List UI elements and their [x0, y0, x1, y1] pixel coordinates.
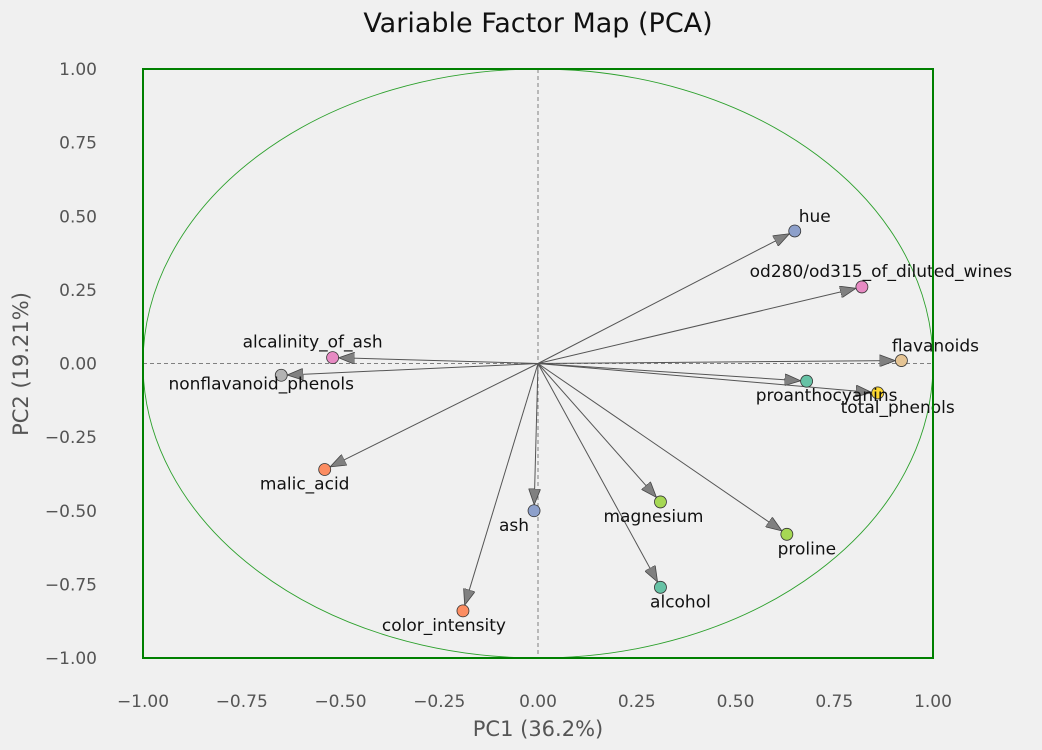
y-axis-ticks: 1.00 0.75 0.50 0.25 0.00 −0.25 −0.50 −0.75 −1.00 — [45, 60, 97, 669]
variable-label: od280/od315_of_diluted_wines — [750, 262, 1013, 282]
variable-label: proanthocyanins — [756, 386, 898, 406]
x-tick-label: 0.75 — [815, 692, 853, 712]
variable-label: ash — [499, 516, 529, 536]
y-tick-label: −0.75 — [45, 575, 97, 595]
loading-point — [456, 604, 470, 618]
x-axis-ticks: −1.00 −0.75 −0.50 −0.25 0.00 0.25 0.50 0.75 1.00 — [117, 692, 952, 712]
loading-arrow — [537, 289, 855, 364]
loading-point — [527, 504, 541, 518]
x-axis-title: PC1 (36.2%) — [473, 717, 603, 741]
x-tick-label: −0.75 — [216, 692, 268, 712]
variable-label: alcohol — [650, 592, 711, 612]
loading-point — [654, 580, 667, 594]
variable-label: magnesium — [603, 507, 703, 527]
variable-label: total_phenols — [841, 398, 955, 418]
loading-point — [318, 463, 332, 476]
y-tick-label: −1.00 — [45, 649, 97, 669]
loading-point — [788, 224, 802, 238]
loading-arrow — [288, 363, 539, 375]
variable-label: flavanoids — [892, 337, 979, 357]
y-tick-label: 0.50 — [59, 207, 97, 227]
x-tick-label: −0.25 — [413, 692, 465, 712]
loading-arrow — [340, 358, 539, 364]
loading-arrow — [465, 363, 539, 605]
loading-arrow — [537, 363, 656, 497]
x-tick-label: 1.00 — [914, 692, 952, 712]
x-tick-label: 0.25 — [618, 692, 656, 712]
loading-arrow — [537, 361, 894, 364]
y-tick-label: 0.00 — [59, 355, 97, 375]
x-tick-label: −1.00 — [117, 692, 169, 712]
y-tick-label: 0.25 — [59, 281, 97, 301]
chart-title: Variable Factor Map (PCA) — [363, 8, 712, 39]
x-tick-label: 0.50 — [717, 692, 755, 712]
y-tick-label: −0.50 — [45, 502, 97, 522]
variable-label: color_intensity — [382, 616, 506, 636]
loading-arrow — [537, 363, 657, 582]
plot-frame — [142, 68, 934, 659]
loading-point — [871, 386, 885, 400]
loading-point — [800, 374, 813, 388]
variable-label: proline — [778, 539, 837, 559]
loading-point — [780, 527, 794, 541]
loading-arrow — [534, 363, 538, 504]
variable-label: hue — [799, 207, 831, 227]
plot-area: hue od280/od315_of_diluted_wines flavanoid… — [142, 68, 1012, 659]
variable-label: alcalinity_of_ash — [243, 333, 383, 353]
loading-arrow — [331, 363, 539, 467]
loading-point — [274, 368, 288, 382]
loading-point — [895, 354, 908, 367]
loading-arrow — [537, 363, 871, 393]
y-tick-label: 0.75 — [59, 134, 97, 154]
loading-arrow — [537, 234, 789, 364]
y-axis-title: PC2 (19.21%) — [9, 292, 33, 436]
variable-label: nonflavanoid_phenols — [168, 374, 354, 394]
loading-point — [855, 280, 869, 294]
loading-arrow — [537, 363, 800, 381]
y-tick-label: 1.00 — [59, 60, 97, 80]
loading-points — [274, 224, 908, 618]
loading-point — [654, 495, 667, 509]
x-tick-label: −0.50 — [314, 692, 366, 712]
variable-label: malic_acid — [260, 475, 350, 495]
x-tick-label: 0.00 — [519, 692, 557, 712]
loading-point — [326, 351, 340, 365]
loading-arrow — [537, 363, 781, 531]
variable-labels: hue od280/od315_of_diluted_wines flavanoid… — [168, 207, 1012, 636]
loading-arrows — [288, 234, 894, 604]
y-tick-label: −0.25 — [45, 428, 97, 448]
